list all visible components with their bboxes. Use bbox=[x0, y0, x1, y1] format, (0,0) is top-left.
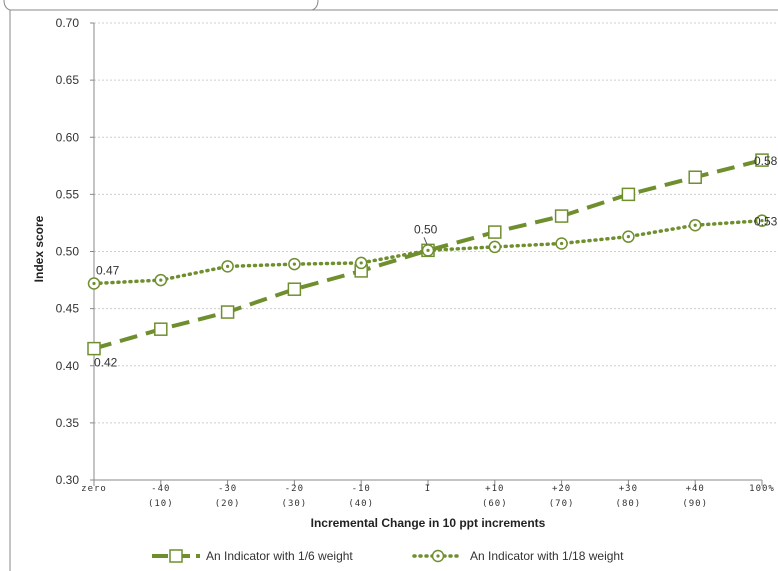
series-point-1-6-weight bbox=[755, 153, 769, 167]
series-point-1-18-weight-dot bbox=[560, 241, 564, 246]
series-point-1-6-weight bbox=[621, 187, 636, 202]
x-tick-label: -20 bbox=[285, 484, 304, 494]
x-tick-label: I bbox=[425, 484, 431, 494]
series-point-1-6-weight bbox=[220, 305, 235, 319]
series-point-1-6-weight bbox=[287, 282, 302, 296]
x-tick-label: -40 bbox=[151, 484, 170, 494]
x-tick-sublabel: (30) bbox=[282, 499, 308, 509]
legend-label-1-18-weight: An Indicator with 1/18 weight bbox=[470, 549, 624, 563]
series-line-1-6-weight bbox=[93, 158, 763, 351]
x-axis-title: Incremental Change in 10 ppt increments bbox=[311, 516, 546, 530]
y-tick-label: 0.40 bbox=[56, 359, 80, 373]
x-tick-label: +20 bbox=[552, 484, 571, 494]
series-point-1-6-weight bbox=[488, 225, 502, 239]
x-tick-label: +40 bbox=[686, 484, 705, 494]
x-tick-label: -10 bbox=[352, 484, 371, 494]
x-tick-sublabel: (90) bbox=[682, 499, 708, 509]
series-point-1-18-weight-dot bbox=[693, 223, 697, 227]
series-point-1-18-weight-dot bbox=[359, 261, 363, 265]
x-tick-sublabel: (70) bbox=[549, 499, 575, 509]
x-tick-sublabel: (10) bbox=[148, 499, 174, 509]
x-tick-sublabel: (80) bbox=[616, 499, 642, 509]
series-point-1-6-weight bbox=[688, 170, 702, 184]
x-tick-label: +30 bbox=[619, 484, 638, 494]
x-tick-sublabel: (40) bbox=[348, 499, 374, 509]
x-tick-sublabel: (60) bbox=[482, 499, 508, 509]
y-axis-title: Index score bbox=[32, 215, 46, 282]
y-tick-label: 0.50 bbox=[56, 245, 80, 259]
series-point-1-18-weight-dot bbox=[292, 262, 296, 266]
series-point-1-18-weight-dot bbox=[426, 248, 430, 252]
data-label: 0.53 bbox=[754, 215, 778, 229]
series-point-1-18-weight-dot bbox=[159, 278, 163, 282]
legend-marker-1-6-weight bbox=[169, 549, 183, 563]
x-tick-label: 100% bbox=[749, 484, 775, 494]
data-label: 0.47 bbox=[96, 263, 120, 277]
x-tick-label: +10 bbox=[485, 484, 504, 494]
y-tick-label: 0.35 bbox=[56, 416, 80, 430]
series-group bbox=[87, 153, 769, 356]
y-tick-label: 0.45 bbox=[56, 302, 80, 316]
y-tick-label: 0.60 bbox=[56, 130, 80, 144]
data-label: 0.58 bbox=[754, 154, 778, 168]
series-point-1-6-weight bbox=[87, 341, 101, 356]
y-tick-label: 0.55 bbox=[56, 187, 80, 201]
x-tick-label: zero bbox=[81, 484, 107, 494]
y-tick-label: 0.30 bbox=[56, 473, 80, 487]
series-point-1-18-weight-dot bbox=[493, 245, 497, 249]
x-axis: zero -40 (10) -30 (20) -20 (30) -10 (40) I +10 (60)… bbox=[81, 479, 775, 509]
series-point-1-6-weight bbox=[554, 209, 569, 223]
series-point-1-6-weight bbox=[154, 322, 168, 336]
legend-label-1-6-weight: An Indicator with 1/6 weight bbox=[206, 549, 353, 563]
legend-marker-1-18-weight-dot bbox=[436, 554, 440, 558]
series-point-1-18-weight-dot bbox=[626, 235, 631, 239]
y-tick-label: 0.65 bbox=[56, 73, 80, 87]
y-tick-label: 0.70 bbox=[56, 16, 80, 30]
series-point-1-18-weight-dot bbox=[226, 264, 230, 268]
x-tick-label: -30 bbox=[218, 484, 237, 494]
legend: An Indicator with 1/6 weight An Indicator… bbox=[152, 549, 624, 563]
x-tick-sublabel: (20) bbox=[215, 499, 241, 509]
data-labels: 0.42 0.47 0.50 0.58 0.53 bbox=[94, 154, 778, 370]
series-point-1-18-weight-dot bbox=[92, 281, 96, 286]
y-axis: 0.30 0.35 0.40 0.45 0.50 0.55 0.60 0.65 0.70 bbox=[56, 16, 95, 487]
data-label: 0.42 bbox=[94, 356, 118, 370]
chart-frame-curve bbox=[3, 0, 319, 11]
data-label-leader bbox=[423, 237, 428, 245]
data-label: 0.50 bbox=[414, 222, 438, 236]
grid-lines bbox=[94, 22, 778, 424]
series-point-1-18-weight-dot bbox=[760, 219, 764, 223]
